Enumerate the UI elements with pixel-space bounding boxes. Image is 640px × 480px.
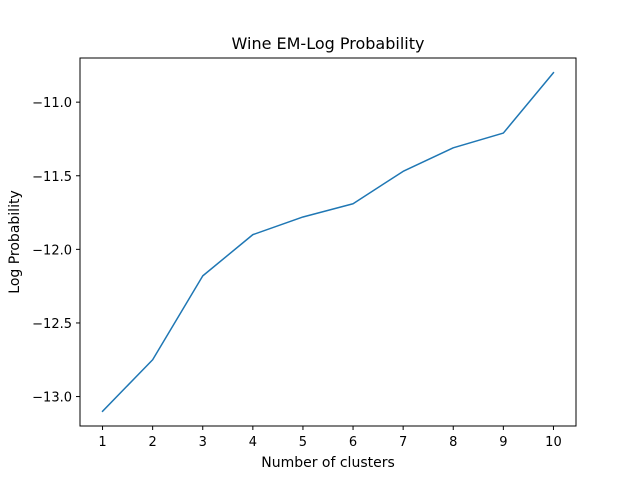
- y-tick-label: −13.0: [32, 391, 72, 406]
- x-tick-label: 1: [98, 435, 106, 450]
- y-axis: −13.0 −12.5 −12.0 −11.5 −11.0: [32, 96, 80, 406]
- plot-area: [80, 58, 576, 426]
- y-tick-label: −11.5: [32, 170, 72, 185]
- plot-frame: [79, 57, 577, 427]
- x-tick-label: 3: [199, 435, 207, 450]
- y-axis-label: Log Probability: [7, 190, 23, 293]
- x-tick-label: 5: [299, 435, 307, 450]
- y-tick-label: −11.0: [32, 96, 72, 111]
- y-tick-label: −12.0: [32, 243, 72, 258]
- x-tick-label: 6: [349, 435, 357, 450]
- x-axis: 1 2 3 4 5 6 7 8 9 10: [98, 426, 562, 450]
- series-layer: [101, 71, 555, 413]
- x-tick-label: 9: [499, 435, 507, 450]
- x-tick-label: 4: [249, 435, 257, 450]
- chart-title: Wine EM-Log Probability: [232, 34, 425, 53]
- x-tick-label: 10: [545, 435, 562, 450]
- series-line-0: [101, 71, 555, 413]
- x-tick-label: 2: [149, 435, 157, 450]
- y-tick-label: −12.5: [32, 317, 72, 332]
- x-axis-label: Number of clusters: [261, 455, 395, 471]
- x-tick-label: 7: [399, 435, 407, 450]
- x-tick-label: 8: [449, 435, 457, 450]
